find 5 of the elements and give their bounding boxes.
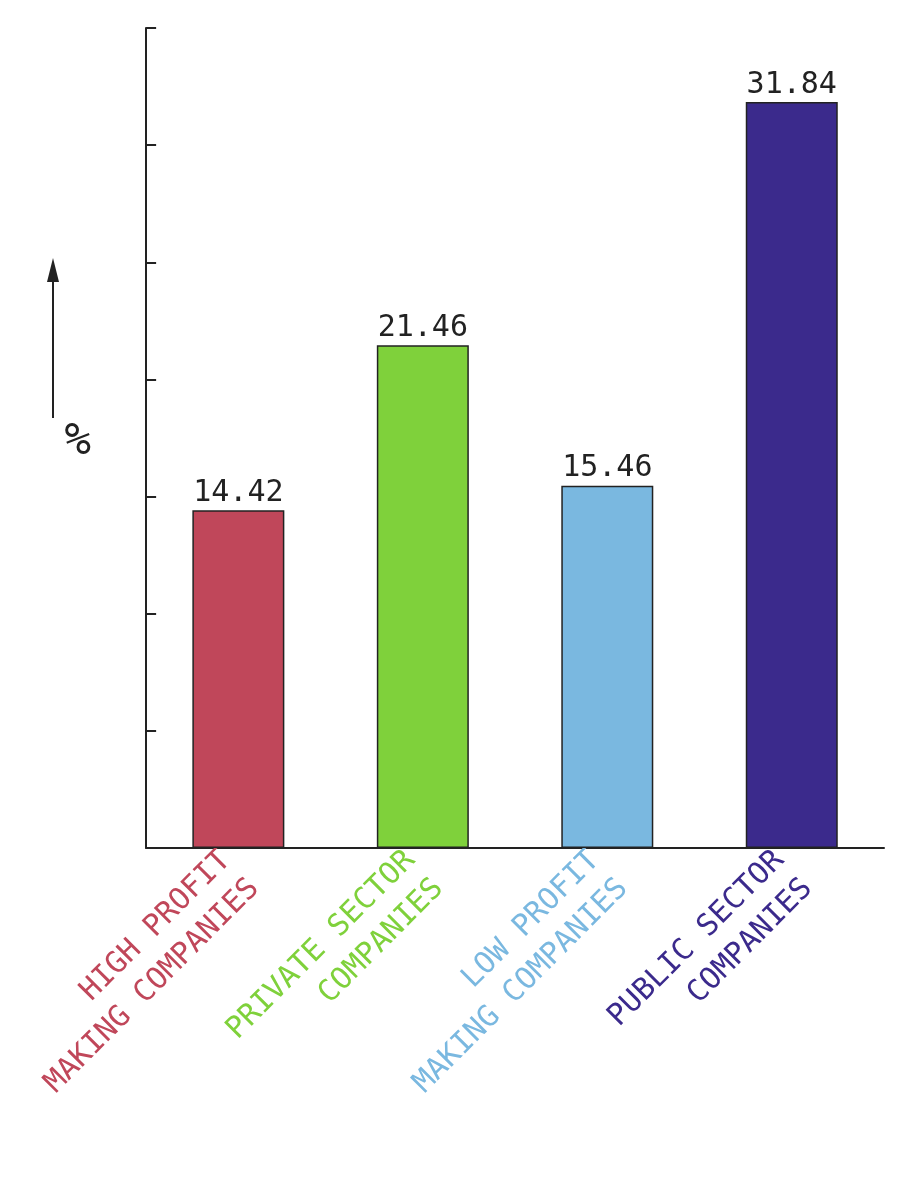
data-label: 14.42 <box>193 472 284 508</box>
data-label: 31.84 <box>746 64 837 100</box>
data-label: 21.46 <box>377 307 468 343</box>
y-axis-title: % <box>64 412 92 464</box>
data-label: 15.46 <box>562 448 653 484</box>
